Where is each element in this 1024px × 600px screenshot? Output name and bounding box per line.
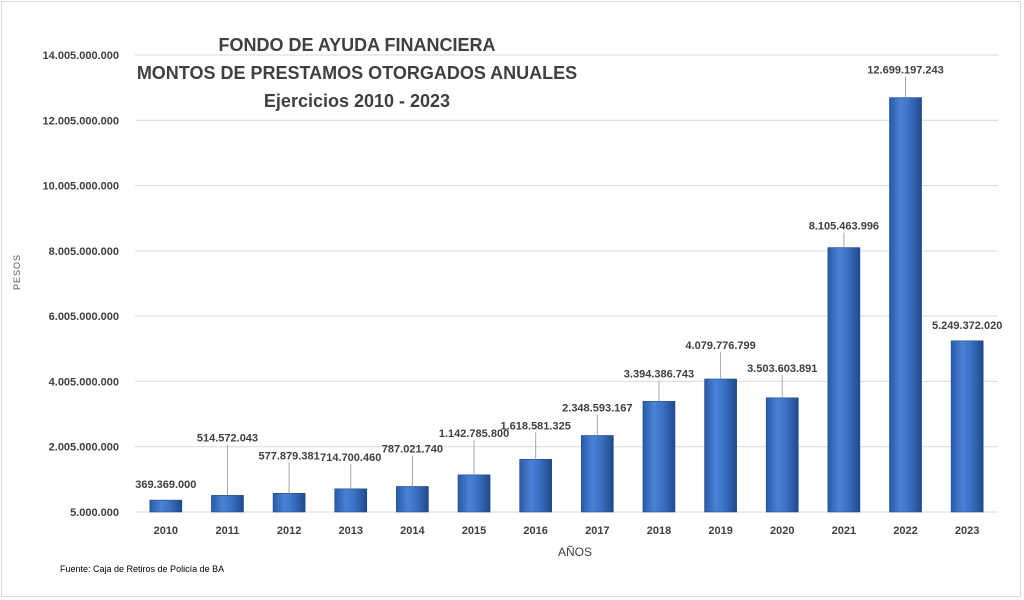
x-tick-label: 2018 bbox=[647, 525, 671, 537]
data-label-2011: 514.572.043 bbox=[197, 432, 258, 444]
bar-2010 bbox=[149, 499, 183, 513]
bar-2017 bbox=[580, 435, 614, 513]
bar-2021 bbox=[827, 247, 861, 513]
source-note: Fuente: Caja de Retiros de Policía de BA bbox=[60, 564, 224, 574]
chart-title: FONDO DE AYUDA FINANCIERA MONTOS DE PRES… bbox=[137, 35, 577, 111]
data-label-2018: 3.394.386.743 bbox=[624, 368, 694, 380]
chart-title-line-2: MONTOS DE PRESTAMOS OTORGADOS ANUALES bbox=[137, 63, 577, 83]
y-axis-ticks: 5.000.000 2.005.000.000 4.005.000.000 6.005… bbox=[43, 50, 119, 519]
data-label-2023: 5.249.372.020 bbox=[932, 320, 1002, 332]
bar-2016 bbox=[519, 459, 553, 513]
x-tick-label: 2014 bbox=[400, 525, 425, 537]
bar-2011 bbox=[211, 495, 244, 513]
y-axis-title: PESOS bbox=[12, 254, 22, 290]
y-tick-label: 8.005.000.000 bbox=[49, 246, 119, 258]
bar-2022 bbox=[889, 97, 922, 513]
x-axis-ticks: 2010 2011 2012 2013 2014 2015 2016 2017 2018 2019… bbox=[154, 525, 980, 537]
gridlines bbox=[135, 54, 998, 513]
y-tick-label: 2.005.000.000 bbox=[49, 442, 119, 454]
chart-title-line-3: Ejercicios 2010 - 2023 bbox=[264, 91, 450, 111]
x-tick-label: 2021 bbox=[832, 525, 856, 537]
data-label-2015: 1.142.785.800 bbox=[439, 428, 509, 440]
y-tick-label: 5.000.000 bbox=[70, 507, 119, 519]
bar-2020 bbox=[765, 397, 799, 513]
bar-2018 bbox=[642, 401, 676, 513]
data-label-2012: 577.879.381 bbox=[259, 450, 320, 462]
x-tick-label: 2010 bbox=[154, 525, 178, 537]
bar-2013 bbox=[334, 488, 368, 513]
y-tick-label: 4.005.000.000 bbox=[49, 376, 119, 388]
x-tick-label: 2012 bbox=[277, 525, 301, 537]
bar-2019 bbox=[704, 378, 737, 513]
bar-2014 bbox=[396, 486, 429, 513]
bar-2015 bbox=[457, 474, 491, 513]
y-tick-label: 14.005.000.000 bbox=[43, 50, 119, 62]
y-tick-label: 12.005.000.000 bbox=[43, 115, 119, 127]
chart-title-line-1: FONDO DE AYUDA FINANCIERA bbox=[218, 35, 495, 55]
data-label-2014: 787.021.740 bbox=[382, 443, 443, 455]
x-tick-label: 2015 bbox=[462, 525, 486, 537]
x-tick-label: 2019 bbox=[708, 525, 732, 537]
x-tick-label: 2017 bbox=[585, 525, 609, 537]
x-tick-label: 2020 bbox=[770, 525, 794, 537]
x-tick-label: 2011 bbox=[216, 525, 240, 537]
data-label-2019: 4.079.776.799 bbox=[685, 340, 755, 352]
data-label-2022: 12.699.197.243 bbox=[867, 65, 943, 77]
data-label-2021: 8.105.463.996 bbox=[809, 221, 879, 233]
data-label-2020: 3.503.603.891 bbox=[747, 363, 817, 375]
bar-2012 bbox=[272, 492, 306, 513]
bars bbox=[149, 97, 984, 513]
x-tick-label: 2022 bbox=[893, 525, 917, 537]
data-label-2016: 1.618.581.325 bbox=[500, 420, 570, 432]
bar-2023 bbox=[950, 340, 984, 513]
x-tick-label: 2013 bbox=[339, 525, 363, 537]
leader-lines bbox=[226, 76, 907, 496]
data-label-2017: 2.348.593.167 bbox=[562, 402, 632, 414]
x-tick-label: 2023 bbox=[955, 525, 979, 537]
x-tick-label: 2016 bbox=[523, 525, 547, 537]
y-tick-label: 6.005.000.000 bbox=[49, 311, 119, 323]
y-tick-label: 10.005.000.000 bbox=[43, 181, 119, 193]
data-label-2013: 714.700.460 bbox=[320, 452, 381, 464]
x-axis-title: AÑOS bbox=[558, 545, 592, 559]
data-label-2010: 369.369.000 bbox=[135, 479, 196, 491]
